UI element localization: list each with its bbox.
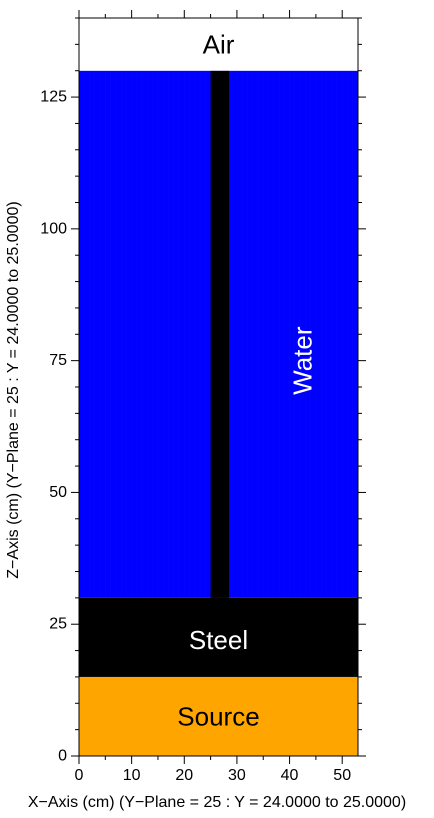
region-steel-rod (210, 70, 230, 598)
x-tick-label: 10 (123, 767, 141, 784)
x-tick-label: 30 (228, 767, 246, 784)
material-regions (79, 18, 358, 756)
x-tick-label: 50 (333, 767, 351, 784)
axes: 0 10 20 30 40 50 0 25 50 75 100 125 (40, 10, 366, 784)
region-label-air: Air (203, 29, 235, 59)
x-tick-label: 0 (75, 767, 84, 784)
z-tick-label: 0 (58, 748, 67, 765)
mesh-lines (84, 70, 353, 598)
region-source (79, 676, 358, 756)
x-axis-label: X−Axis (cm) (Y−Plane = 25 : Y = 24.0000 … (27, 794, 407, 811)
region-air (79, 18, 358, 71)
z-tick-label: 50 (49, 484, 67, 501)
z-tick-label: 25 (49, 616, 67, 633)
x-tick-label: 40 (281, 767, 299, 784)
x-tick-label: 20 (175, 767, 193, 784)
region-label-source: Source (177, 701, 259, 731)
z-tick-label: 100 (40, 220, 67, 237)
region-label-steel: Steel (189, 625, 248, 655)
region-steel (79, 597, 358, 677)
region-label-water: Water (288, 326, 318, 395)
region-labels: Source Steel Water Air (177, 29, 317, 731)
z-tick-label: 75 (49, 352, 67, 369)
z-tick-label: 125 (40, 89, 67, 106)
